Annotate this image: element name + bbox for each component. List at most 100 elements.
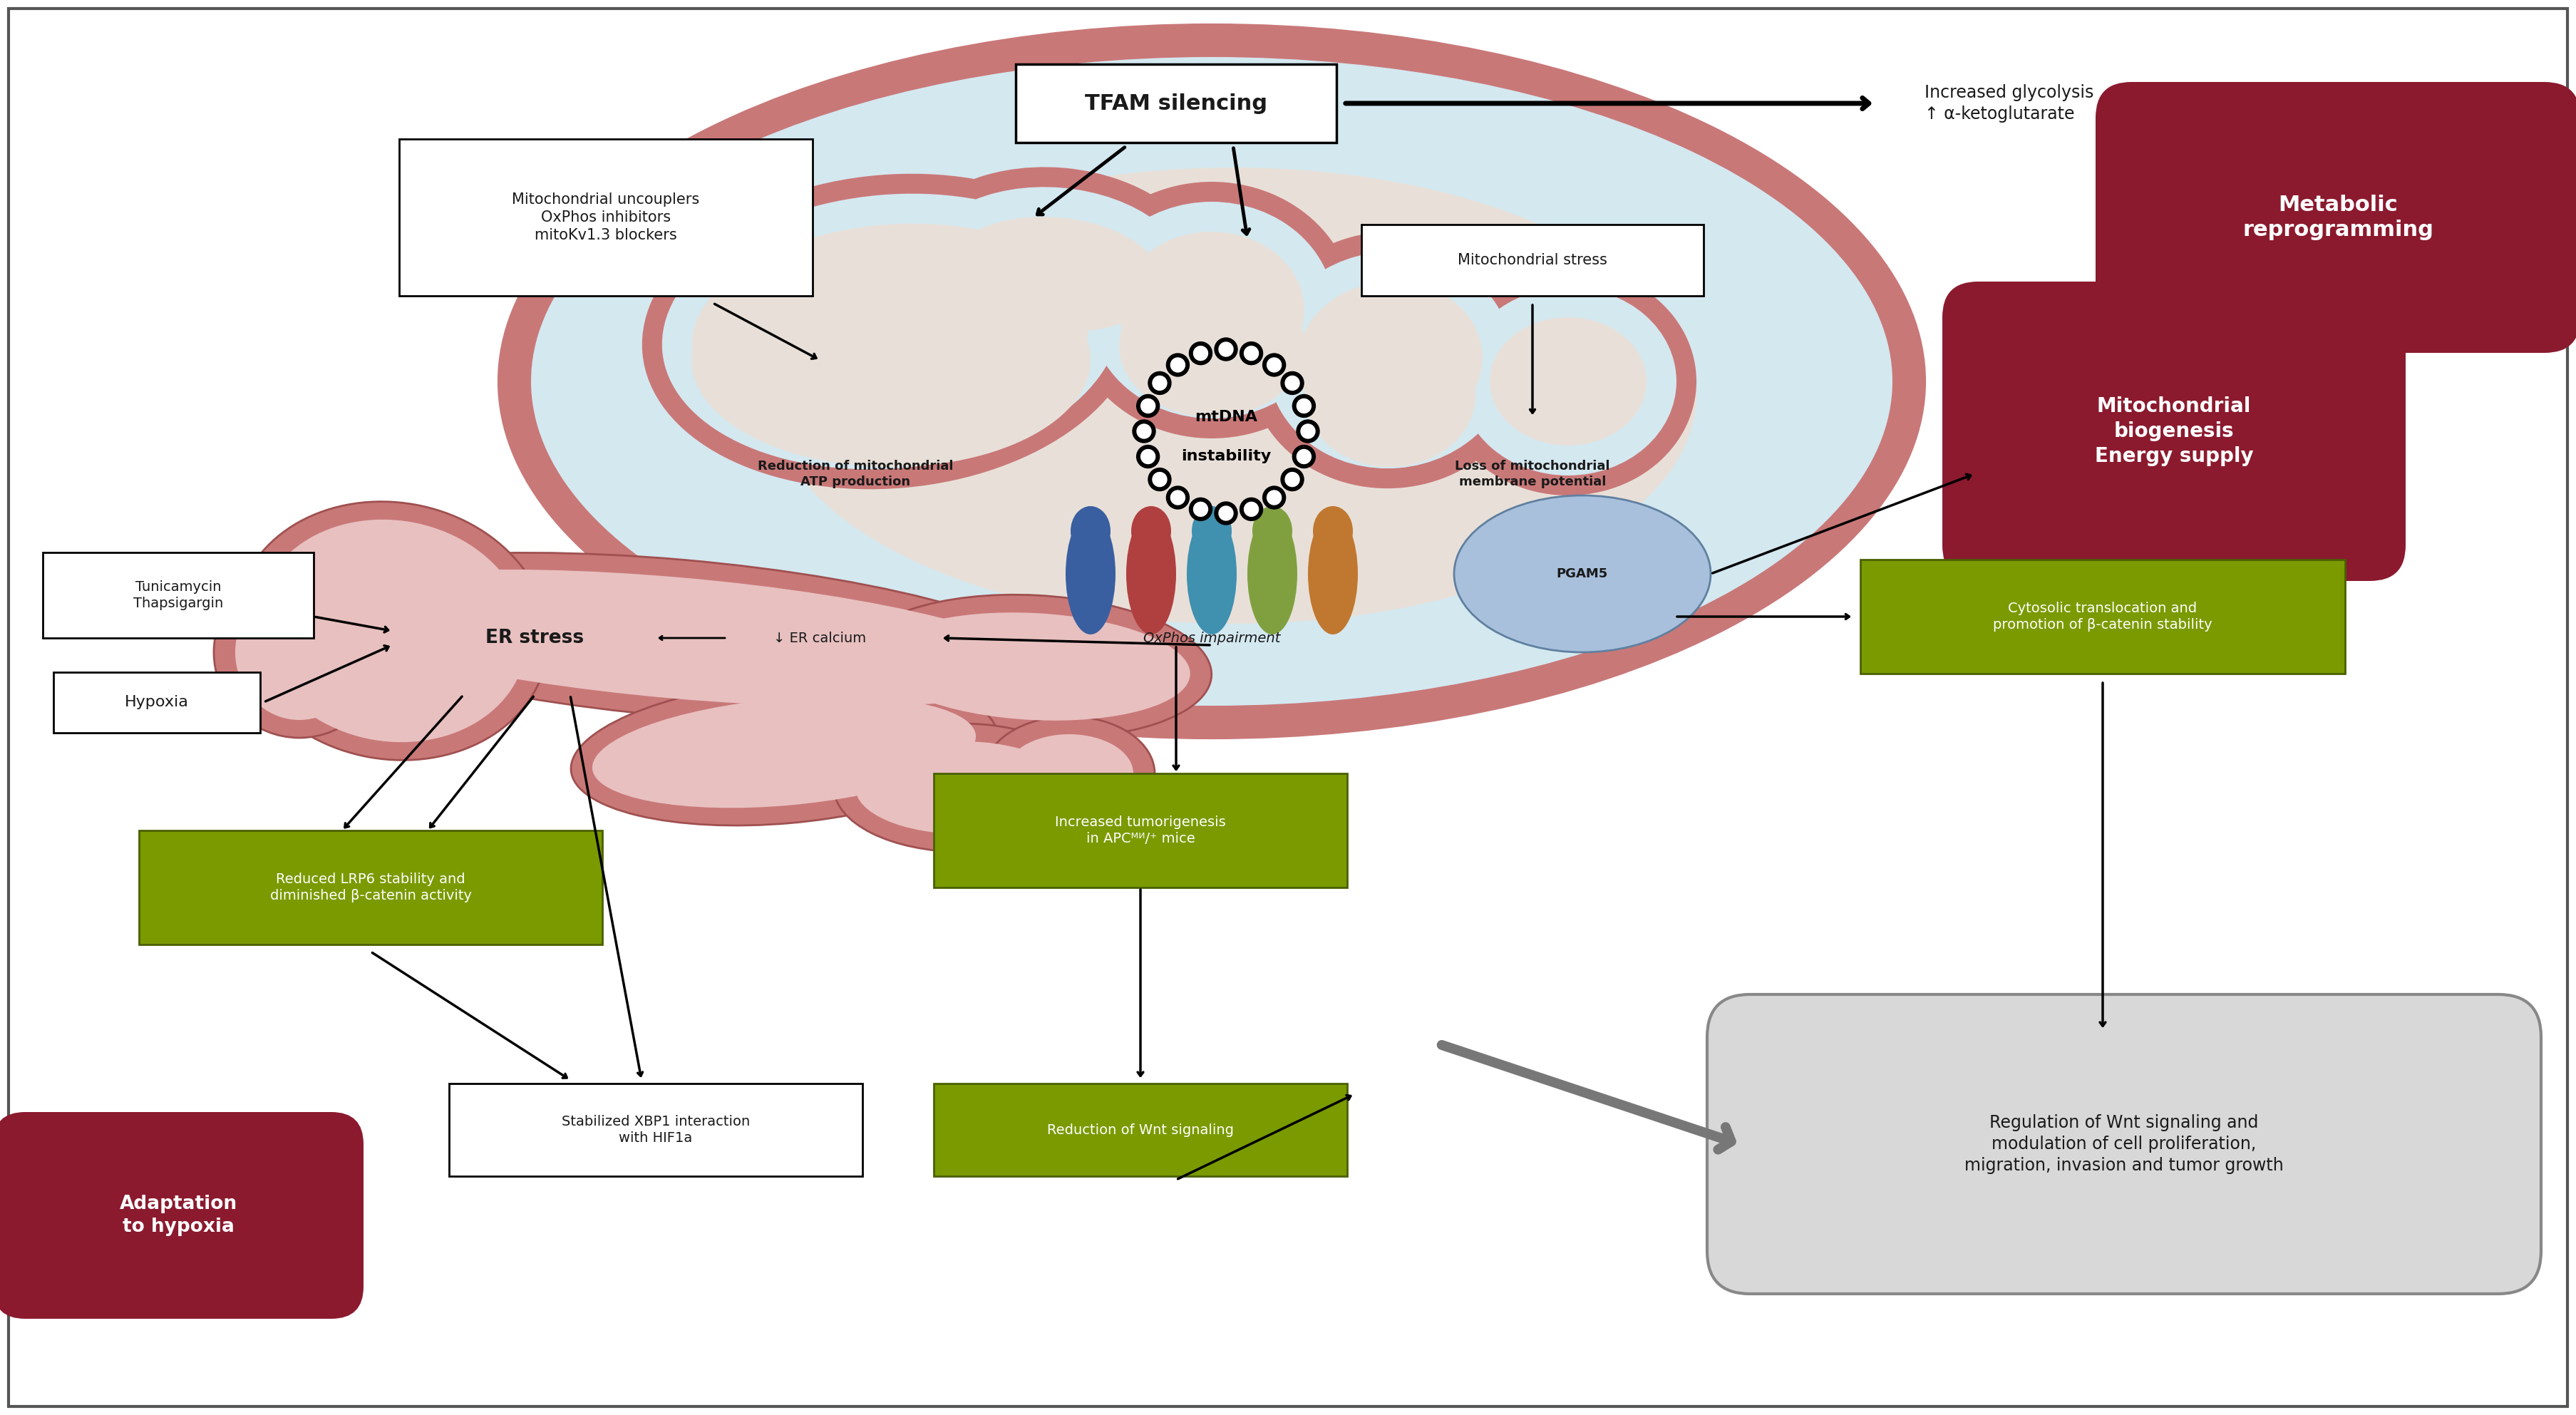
FancyBboxPatch shape <box>0 1112 363 1319</box>
Ellipse shape <box>286 553 1066 723</box>
Ellipse shape <box>1453 495 1710 652</box>
Text: ↓ ER calcium: ↓ ER calcium <box>773 631 866 645</box>
Circle shape <box>1190 342 1213 365</box>
Text: Metabolic
reprogramming: Metabolic reprogramming <box>2244 194 2434 241</box>
Text: ER stress: ER stress <box>484 628 585 647</box>
Circle shape <box>1136 446 1159 468</box>
Text: Stabilized XBP1 interaction
with HIF1a: Stabilized XBP1 interaction with HIF1a <box>562 1115 750 1145</box>
Circle shape <box>1280 468 1303 491</box>
Ellipse shape <box>1440 267 1698 495</box>
Circle shape <box>1167 354 1190 376</box>
Circle shape <box>1262 354 1285 376</box>
Ellipse shape <box>1461 287 1677 475</box>
Ellipse shape <box>1504 515 1618 590</box>
Text: Mitochondrial stress: Mitochondrial stress <box>1458 253 1607 267</box>
Bar <box>933 774 1347 887</box>
Text: mtDNA: mtDNA <box>1195 410 1257 424</box>
Ellipse shape <box>690 253 1090 467</box>
Circle shape <box>1213 338 1236 361</box>
Ellipse shape <box>662 194 1121 470</box>
Circle shape <box>1149 468 1172 491</box>
Circle shape <box>1151 473 1167 487</box>
Bar <box>44 552 314 638</box>
Ellipse shape <box>1314 507 1352 556</box>
Ellipse shape <box>855 741 1069 833</box>
Circle shape <box>1280 372 1303 395</box>
Text: Regulation of Wnt signaling and
modulation of cell proliferation,
migration, inv: Regulation of Wnt signaling and modulati… <box>1965 1115 2285 1174</box>
Circle shape <box>1136 424 1151 439</box>
Ellipse shape <box>876 613 1190 720</box>
Bar <box>1015 64 1337 143</box>
Text: Reduction of mitochondrial
ATP production: Reduction of mitochondrial ATP productio… <box>757 460 953 488</box>
Ellipse shape <box>1489 317 1646 446</box>
Text: OxPhos impairment: OxPhos impairment <box>1144 631 1280 645</box>
Ellipse shape <box>948 216 1162 333</box>
Ellipse shape <box>237 501 549 760</box>
Ellipse shape <box>1247 514 1298 634</box>
Circle shape <box>1170 491 1185 505</box>
Text: Tunicamycin
Thapsigargin: Tunicamycin Thapsigargin <box>134 580 224 610</box>
Text: Adaptation
to hypoxia: Adaptation to hypoxia <box>118 1194 237 1237</box>
Ellipse shape <box>572 679 997 825</box>
Ellipse shape <box>1118 232 1303 389</box>
Ellipse shape <box>835 723 1090 852</box>
Circle shape <box>1136 395 1159 417</box>
Text: Mitochondrial uncouplers
OxPhos inhibitors
mitoKv1.3 blockers: Mitochondrial uncouplers OxPhos inhibito… <box>513 192 701 242</box>
Text: Increased glycolysis
↑ α-ketoglutarate: Increased glycolysis ↑ α-ketoglutarate <box>1924 85 2094 123</box>
Bar <box>1363 225 1703 296</box>
Circle shape <box>1262 487 1285 509</box>
Circle shape <box>1193 502 1208 516</box>
Bar <box>448 1084 863 1176</box>
Bar <box>54 672 260 733</box>
Ellipse shape <box>214 567 384 737</box>
Circle shape <box>1285 376 1298 391</box>
Text: instability: instability <box>1180 449 1270 463</box>
Circle shape <box>1151 376 1167 391</box>
Circle shape <box>1190 498 1213 521</box>
Text: TFAM silencing: TFAM silencing <box>1084 93 1267 113</box>
Circle shape <box>1213 502 1236 525</box>
Text: Reduced LRP6 stability and
diminished β-catenin activity: Reduced LRP6 stability and diminished β-… <box>270 872 471 903</box>
Bar <box>933 1084 1347 1176</box>
Bar <box>399 139 811 296</box>
Circle shape <box>1218 342 1234 357</box>
Ellipse shape <box>1188 514 1236 634</box>
Ellipse shape <box>1298 282 1484 439</box>
Circle shape <box>1244 347 1260 361</box>
Text: Reduction of Wnt signaling: Reduction of Wnt signaling <box>1046 1124 1234 1136</box>
Circle shape <box>1293 446 1316 468</box>
Ellipse shape <box>1066 514 1115 634</box>
Ellipse shape <box>592 696 976 808</box>
Ellipse shape <box>1193 507 1231 556</box>
Ellipse shape <box>309 569 1046 706</box>
Ellipse shape <box>234 584 363 720</box>
Text: Hypoxia: Hypoxia <box>124 695 188 709</box>
Circle shape <box>1141 450 1154 464</box>
Circle shape <box>1170 358 1185 372</box>
Circle shape <box>1193 347 1208 361</box>
Bar <box>139 831 603 945</box>
Circle shape <box>1239 498 1262 521</box>
Ellipse shape <box>1072 507 1110 556</box>
Bar <box>1860 559 2344 674</box>
Circle shape <box>1285 473 1298 487</box>
Circle shape <box>1296 399 1311 413</box>
Ellipse shape <box>1252 507 1293 556</box>
Text: Increased tumorigenesis
in APCᴹᴻ/⁺ mice: Increased tumorigenesis in APCᴹᴻ/⁺ mice <box>1056 815 1226 846</box>
Ellipse shape <box>1005 734 1133 812</box>
Ellipse shape <box>855 594 1211 739</box>
Ellipse shape <box>693 224 1090 440</box>
Text: PGAM5: PGAM5 <box>1556 567 1607 580</box>
FancyBboxPatch shape <box>1708 995 2540 1293</box>
Circle shape <box>1267 491 1280 505</box>
Ellipse shape <box>920 187 1193 362</box>
Ellipse shape <box>1090 202 1334 419</box>
Ellipse shape <box>1126 514 1177 634</box>
Text: Cytosolic translocation and
promotion of β-catenin stability: Cytosolic translocation and promotion of… <box>1994 601 2213 631</box>
Ellipse shape <box>500 25 1924 737</box>
Circle shape <box>1239 342 1262 365</box>
Circle shape <box>1149 372 1172 395</box>
Ellipse shape <box>1309 514 1358 634</box>
Ellipse shape <box>1069 181 1355 439</box>
Circle shape <box>1293 395 1316 417</box>
